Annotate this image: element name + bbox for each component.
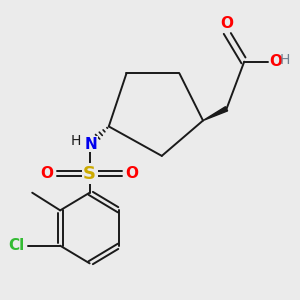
Text: O: O <box>126 166 139 181</box>
Text: O: O <box>41 166 54 181</box>
Polygon shape <box>203 107 228 121</box>
Text: S: S <box>83 165 96 183</box>
Text: N: N <box>85 136 98 152</box>
Text: H: H <box>70 134 81 148</box>
Text: O: O <box>269 54 282 69</box>
Text: Cl: Cl <box>9 238 25 253</box>
Text: H: H <box>280 53 290 67</box>
Text: O: O <box>220 16 233 31</box>
